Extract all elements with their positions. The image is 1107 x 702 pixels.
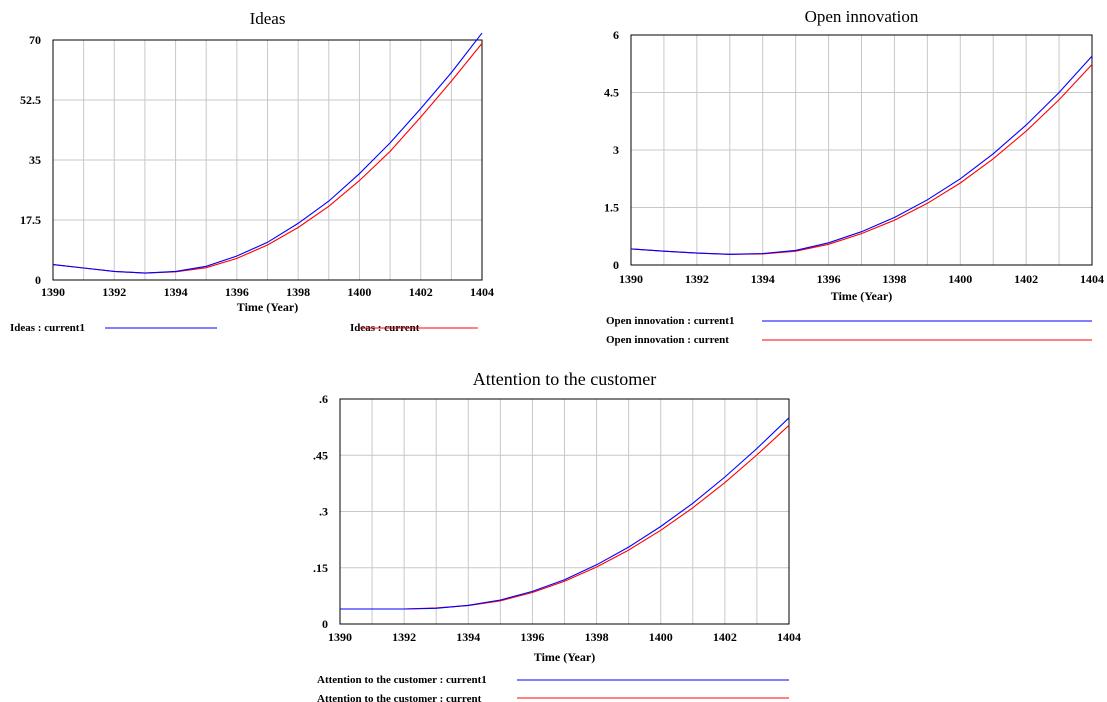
legend-label: Ideas : current1 bbox=[10, 322, 85, 334]
x-tick-label: 1394 bbox=[164, 285, 188, 299]
x-tick-label: 1398 bbox=[882, 272, 906, 286]
y-tick-label: .3 bbox=[319, 505, 328, 519]
legend-label: Open innovation : current1 bbox=[606, 315, 734, 327]
chart-1: Ideas 0 17.5 35 52.5 70 1390 1392 1394 1396 1398 14… bbox=[10, 9, 494, 334]
series-line-1 bbox=[52, 32, 483, 274]
x-tick-label: 1398 bbox=[585, 630, 609, 644]
chart-2: Open innovation 0 1.5 3 4.5 6 1390 1392 1394 1396… bbox=[604, 7, 1104, 346]
chart-title: Attention to the customer bbox=[473, 369, 656, 389]
legend-label: Attention to the customer : current1 bbox=[317, 674, 487, 686]
x-tick-label: 1390 bbox=[619, 272, 643, 286]
series-line-1 bbox=[340, 417, 790, 610]
x-tick-label: 1392 bbox=[685, 272, 709, 286]
x-tick-label: 1398 bbox=[286, 285, 310, 299]
x-tick-label: 1402 bbox=[713, 630, 737, 644]
y-tick-label: .6 bbox=[319, 392, 328, 406]
x-tick-label: 1404 bbox=[470, 285, 494, 299]
legend-label: Open innovation : current bbox=[606, 334, 729, 346]
y-tick-label: 6 bbox=[613, 28, 619, 42]
x-axis-label: Time (Year) bbox=[237, 300, 298, 314]
y-tick-label: 52.5 bbox=[20, 93, 41, 107]
x-tick-label: 1402 bbox=[409, 285, 433, 299]
x-tick-label: 1396 bbox=[817, 272, 841, 286]
y-tick-label: .45 bbox=[313, 448, 328, 462]
x-axis-label: Time (Year) bbox=[534, 650, 595, 664]
legend-label: Attention to the customer : current bbox=[317, 693, 482, 702]
x-tick-label: 1400 bbox=[649, 630, 673, 644]
x-tick-label: 1394 bbox=[751, 272, 775, 286]
x-tick-label: 1390 bbox=[328, 630, 352, 644]
chart-title: Open innovation bbox=[805, 7, 919, 26]
plot-frame bbox=[630, 34, 1093, 266]
y-tick-label: 4.5 bbox=[604, 86, 619, 100]
x-tick-label: 1392 bbox=[392, 630, 416, 644]
x-tick-label: 1400 bbox=[347, 285, 371, 299]
chart-3: Attention to the customer 0 .15 .3 .45 .6 1390… bbox=[313, 369, 801, 702]
y-tick-label: 0 bbox=[35, 273, 41, 287]
x-tick-label: 1392 bbox=[102, 285, 126, 299]
y-tick-label: 1.5 bbox=[604, 201, 619, 215]
y-tick-label: 3 bbox=[613, 143, 619, 157]
x-tick-label: 1400 bbox=[948, 272, 972, 286]
x-tick-label: 1396 bbox=[225, 285, 249, 299]
x-tick-label: 1390 bbox=[41, 285, 65, 299]
series-line-1 bbox=[630, 55, 1093, 255]
y-tick-label: 70 bbox=[29, 33, 41, 47]
plot-frame bbox=[339, 398, 790, 625]
y-tick-label: 0 bbox=[613, 258, 619, 272]
y-tick-label: 35 bbox=[29, 153, 41, 167]
x-axis-label: Time (Year) bbox=[831, 289, 892, 303]
x-tick-label: 1394 bbox=[456, 630, 480, 644]
x-tick-label: 1396 bbox=[520, 630, 544, 644]
chart-title: Ideas bbox=[250, 9, 286, 28]
y-tick-label: 17.5 bbox=[20, 213, 41, 227]
plot-frame bbox=[52, 39, 483, 281]
x-tick-label: 1404 bbox=[777, 630, 801, 644]
x-tick-label: 1402 bbox=[1014, 272, 1038, 286]
y-tick-label: 0 bbox=[322, 617, 328, 631]
x-tick-label: 1404 bbox=[1080, 272, 1104, 286]
y-tick-label: .15 bbox=[313, 561, 328, 575]
